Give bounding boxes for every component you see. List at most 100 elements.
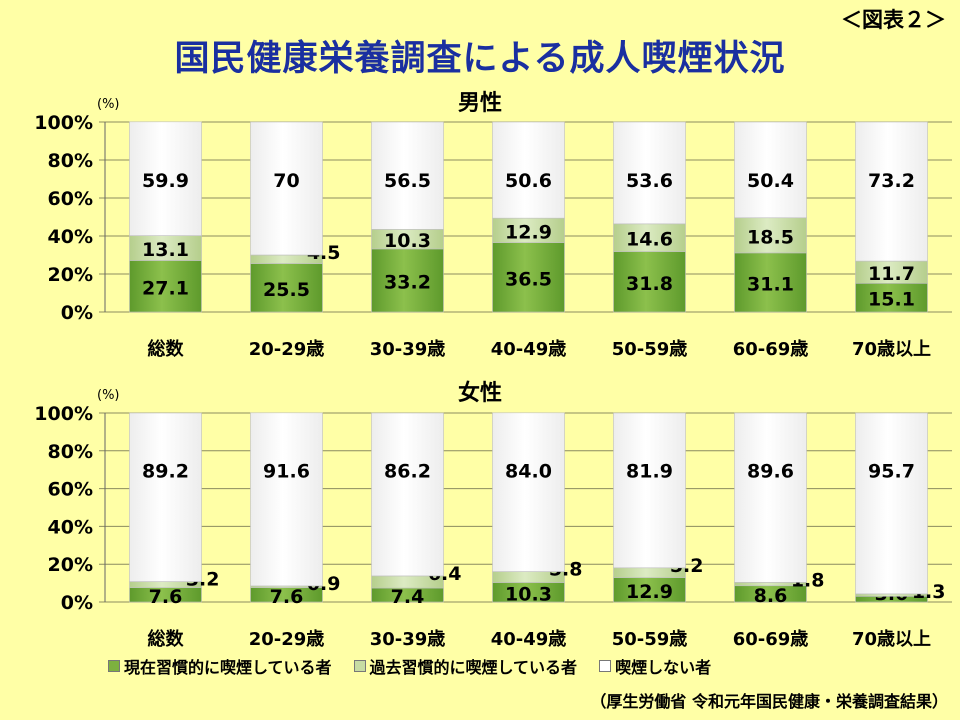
female-ytick-label: 40% [48,516,93,538]
female-data-label-current: 8.6 [754,585,788,607]
male-category-label: 30-39歳 [370,339,446,360]
male-bar-past [734,217,807,254]
male-ytick-label: 80% [48,150,93,172]
female-bar-nonsmoker [734,412,807,583]
male-y-unit-label: (%) [97,97,120,112]
female-data-label-nonsmoker: 91.6 [263,461,310,483]
female-ytick-label: 60% [48,479,93,501]
legend-item-current: 現在習慣的に喫煙している者 [108,654,332,678]
male-data-label-current: 36.5 [505,268,552,290]
male-bar-nonsmoker [129,121,202,236]
female-y-unit-label: (%) [97,388,120,403]
male-category-label: 50-59歳 [612,339,688,360]
male-bar-current [129,260,202,313]
male-ytick-label: 60% [48,188,93,210]
male-data-label-current: 27.1 [142,277,189,299]
female-ytick-label: 20% [48,554,93,576]
male-data-label-nonsmoker: 53.6 [626,170,673,192]
male-bar-past [492,217,565,243]
female-bar-nonsmoker [492,412,565,572]
source-note: （厚生労働省 令和元年国民健康・栄養調査結果） [590,692,948,711]
female-bar-nonsmoker [250,412,323,587]
male-ytick-label: 0% [61,302,93,324]
male-bar-current [492,242,565,313]
female-data-label-nonsmoker: 86.2 [384,461,431,483]
legend-label-nonsmoker: 喫煙しない者 [615,658,712,677]
male-data-label-past: 11.7 [868,263,915,285]
male-ytick-label: 40% [48,226,93,248]
female-bar-current [613,577,686,603]
legend-label-current: 現在習慣的に喫煙している者 [124,658,332,677]
male-data-label-current: 31.8 [626,273,673,295]
female-data-label-nonsmoker: 89.6 [747,461,794,483]
male-data-label-nonsmoker: 50.6 [505,170,552,192]
male-ytick-label: 20% [48,264,93,286]
female-data-label-nonsmoker: 89.2 [142,461,189,483]
male-bar-nonsmoker [250,121,323,256]
male-data-label-nonsmoker: 56.5 [384,170,431,192]
female-category-label: 50-59歳 [612,629,688,650]
male-bar-past [613,223,686,252]
male-bar-nonsmoker [613,121,686,225]
female-ytick-label: 0% [61,592,93,614]
female-bar-nonsmoker [129,412,202,582]
male-category-label: 40-49歳 [491,339,567,360]
legend-item-nonsmoker: 喫煙しない者 [599,654,711,678]
female-category-label: 70歳以上 [852,629,931,650]
male-data-label-nonsmoker: 50.4 [747,170,794,192]
male-data-label-past: 12.9 [505,221,552,243]
female-ytick-label: 100% [34,403,93,425]
male-chart-title: 男性 [458,91,502,116]
male-bar-current [855,283,928,313]
legend-swatch-past [353,660,366,672]
male-data-label-past: 14.6 [626,229,673,251]
male-data-label-nonsmoker: 70 [273,170,299,192]
male-bar-current [250,263,323,313]
female-data-label-nonsmoker: 95.7 [868,461,915,483]
female-category-label: 30-39歳 [370,629,446,650]
female-data-label-current: 7.6 [270,586,304,608]
female-data-label-current: 10.3 [505,583,552,605]
male-data-label-nonsmoker: 59.9 [142,170,189,192]
female-bar-nonsmoker [613,412,686,569]
legend-swatch-nonsmoker [599,660,612,672]
male-bar-current [613,251,686,313]
page-title: 国民健康栄養調査による成人喫煙状況 [174,39,786,79]
male-data-label-past: 10.3 [384,230,431,252]
female-data-label-nonsmoker: 81.9 [626,461,673,483]
legend: 現在習慣的に喫煙している者 過去習慣的に喫煙している者 喫煙しない者 [108,654,711,678]
female-data-label-current: 7.4 [391,586,425,608]
male-category-label: 20-29歳 [249,339,325,360]
female-category-label: 総数 [148,628,185,650]
figure-label: ＜図表２＞ [841,8,946,32]
male-bar-current [734,252,807,313]
female-chart-title: 女性 [458,380,502,406]
legend-item-past: 過去習慣的に喫煙している者 [353,654,578,678]
male-bar-nonsmoker [855,121,928,262]
female-data-label-current: 7.6 [149,586,183,608]
male-data-label-current: 31.1 [747,273,794,295]
male-data-label-current: 33.2 [384,271,431,293]
legend-label-past: 過去習慣的に喫煙している者 [369,658,578,677]
female-bar-nonsmoker [371,412,444,577]
male-data-label-past: 13.1 [142,239,189,261]
male-data-label-past: 18.5 [747,226,794,248]
female-category-label: 40-49歳 [491,629,567,650]
male-bar-nonsmoker [734,121,807,219]
male-ytick-label: 100% [34,112,93,134]
male-bar-nonsmoker [371,121,444,230]
legend-swatch-current [108,660,120,672]
male-data-label-current: 15.1 [868,289,915,311]
male-data-label-nonsmoker: 73.2 [868,170,915,192]
female-data-label-current: 12.9 [626,581,673,603]
male-data-label-current: 25.5 [263,279,310,301]
female-category-label: 60-69歳 [733,629,809,650]
male-bar-past [129,235,202,261]
male-bar-nonsmoker [492,121,565,219]
male-category-label: 70歳以上 [852,339,931,360]
female-bar-nonsmoker [855,412,928,595]
female-category-label: 20-29歳 [249,629,325,650]
female-ytick-label: 80% [48,441,93,463]
female-data-label-nonsmoker: 84.0 [505,461,552,483]
